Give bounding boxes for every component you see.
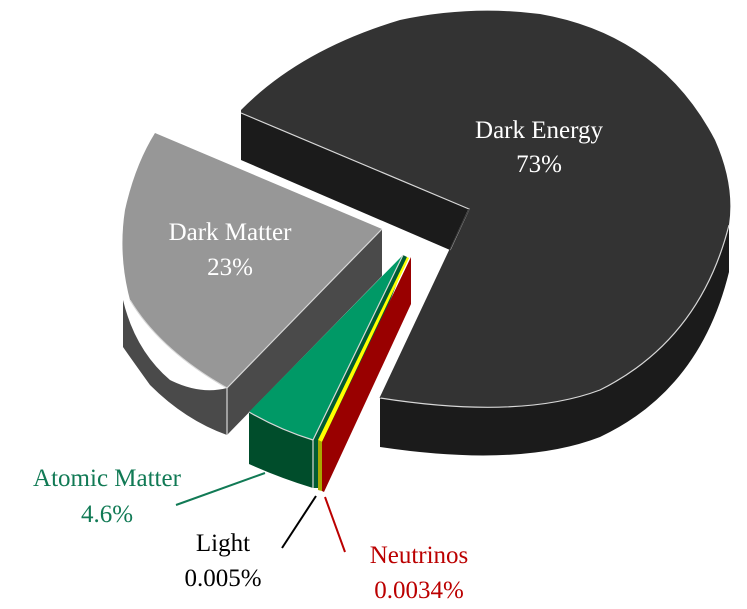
- dark-energy-label: Dark Energy: [475, 117, 603, 144]
- neutrinos-leader-line: [324, 496, 346, 553]
- atomic-matter-label: Atomic Matter: [33, 465, 182, 492]
- dark-energy-value: 73%: [516, 151, 562, 178]
- dark-matter-cut-face: [227, 229, 382, 435]
- dark-energy-rim: [380, 225, 729, 456]
- atomic-matter-leader-line: [175, 472, 266, 506]
- dark-matter-top: [122, 133, 382, 388]
- light-top: [318, 257, 409, 442]
- dark-matter-edge: [129, 228, 383, 435]
- neutrinos-face: [322, 257, 411, 492]
- atomic-matter-edge: [248, 254, 404, 488]
- dark-energy-cut-face: [241, 113, 469, 250]
- light-leader-line: [281, 495, 317, 549]
- slice-dark-matter[interactable]: [122, 133, 383, 435]
- slice-neutrinos[interactable]: [322, 257, 411, 492]
- neutrinos-value: 0.0034%: [374, 577, 464, 604]
- dark-matter-rim: [123, 300, 227, 435]
- light-label: Light: [196, 530, 250, 557]
- dark-matter-value: 23%: [207, 254, 253, 281]
- slice-light[interactable]: [318, 257, 409, 491]
- atomic-matter-top: [249, 255, 403, 440]
- atomic-matter-value: 4.6%: [81, 501, 133, 528]
- light-value: 0.005%: [184, 565, 261, 592]
- dark-matter-label: Dark Matter: [169, 219, 293, 246]
- light-rim: [318, 440, 322, 491]
- slice-dark-energy[interactable]: [240, 10, 731, 456]
- dark-energy-top: [241, 10, 731, 408]
- atomic-matter-rim: [249, 412, 313, 488]
- neutrinos-label: Neutrinos: [370, 542, 469, 569]
